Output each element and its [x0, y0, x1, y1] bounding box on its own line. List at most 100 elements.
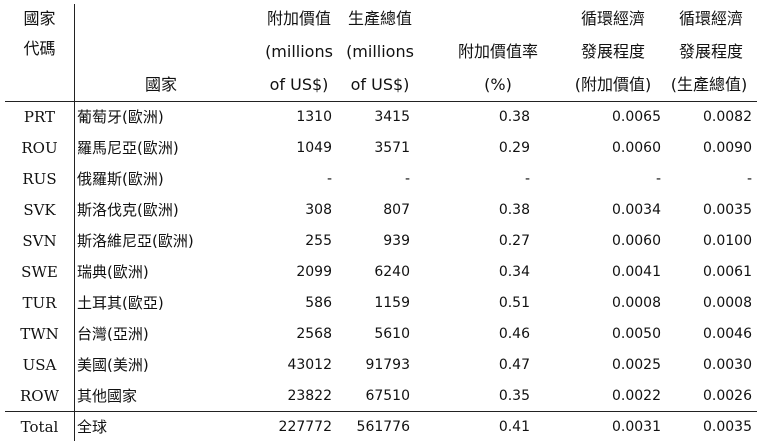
- cell-va: -: [326, 171, 332, 187]
- cell-va: 23822: [287, 388, 332, 404]
- cell-code: TWN: [20, 325, 59, 343]
- header-prod-line3: of US$): [350, 75, 410, 94]
- cell-va: 2568: [296, 326, 332, 342]
- cell-prod: 3571: [374, 140, 410, 156]
- cell-code: RUS: [22, 170, 57, 188]
- cell-prod: 67510: [365, 388, 410, 404]
- cell-ce-va: 0.0060: [612, 233, 661, 249]
- total-rate: 0.41: [498, 419, 530, 435]
- cell-country: 斯洛維尼亞(歐洲): [77, 232, 194, 250]
- cell-va: 586: [305, 295, 332, 311]
- total-row: Total 全球 227772 561776 0.41 0.0031 0.003…: [5, 412, 757, 443]
- header-rate-line2: (%): [484, 75, 512, 94]
- header-rate-line1: 附加價值率: [457, 42, 538, 61]
- header-prod-line1: 生產總值: [347, 9, 412, 28]
- cell-ce-prod: 0.0008: [703, 295, 752, 311]
- table-row: TWN 台灣(亞洲) 2568 5610 0.46 0.0050 0.0046: [5, 319, 757, 350]
- cell-rate: 0.29: [498, 140, 530, 156]
- header-va-line3: of US$): [269, 75, 329, 94]
- cell-code: TUR: [22, 294, 57, 312]
- cell-ce-va: 0.0034: [612, 202, 661, 218]
- header-prod-line2: (millions: [346, 42, 414, 61]
- table-row: SVK 斯洛伐克(歐洲) 308 807 0.38 0.0034 0.0035: [5, 195, 757, 226]
- total-prod: 561776: [356, 419, 410, 435]
- cell-code: ROU: [21, 139, 58, 157]
- cell-rate: 0.38: [498, 109, 530, 125]
- cell-ce-prod: -: [746, 171, 752, 187]
- cell-prod: 5610: [374, 326, 410, 342]
- cell-ce-va: 0.0008: [612, 295, 661, 311]
- cell-prod: 1159: [374, 295, 410, 311]
- cell-ce-va: 0.0065: [612, 109, 661, 125]
- header-rule: [5, 101, 757, 102]
- cell-code: SVK: [23, 201, 56, 219]
- header-code-line2: 代碼: [23, 39, 56, 58]
- total-ce-va: 0.0031: [612, 419, 661, 435]
- cell-rate: 0.38: [498, 202, 530, 218]
- cell-prod: 91793: [365, 357, 410, 373]
- cell-rate: 0.47: [498, 357, 530, 373]
- table-header: 國家 代碼 國家 附加價值 (millions of US$) 生產總值 (mi…: [5, 4, 757, 100]
- cell-rate: 0.35: [498, 388, 530, 404]
- cell-ce-prod: 0.0061: [703, 264, 752, 280]
- table-row: TUR 土耳其(歐亞) 586 1159 0.51 0.0008 0.0008: [5, 288, 757, 319]
- cell-country: 斯洛伐克(歐洲): [77, 201, 179, 219]
- header-ce-va-line1: 循環經濟: [580, 9, 645, 28]
- cell-code: USA: [22, 356, 57, 374]
- cell-code: SVN: [22, 232, 57, 250]
- cell-ce-va: 0.0025: [612, 357, 661, 373]
- cell-ce-prod: 0.0046: [703, 326, 752, 342]
- cell-country: 美國(美洲): [77, 356, 149, 374]
- header-code-line1: 國家: [23, 9, 56, 28]
- cell-ce-prod: 0.0090: [703, 140, 752, 156]
- cell-prod: -: [404, 171, 410, 187]
- data-table: 國家 代碼 國家 附加價值 (millions of US$) 生產總值 (mi…: [5, 4, 757, 441]
- cell-prod: 3415: [374, 109, 410, 125]
- header-va-line1: 附加價值: [266, 9, 331, 28]
- cell-ce-va: 0.0050: [612, 326, 661, 342]
- table-row: PRT 葡萄牙(歐洲) 1310 3415 0.38 0.0065 0.0082: [5, 102, 757, 133]
- cell-code: SWE: [21, 263, 58, 281]
- cell-country: 羅馬尼亞(歐洲): [77, 139, 179, 157]
- table-row: SWE 瑞典(歐洲) 2099 6240 0.34 0.0041 0.0061: [5, 257, 757, 288]
- cell-prod: 6240: [374, 264, 410, 280]
- cell-rate: 0.34: [498, 264, 530, 280]
- cell-ce-va: 0.0022: [612, 388, 661, 404]
- cell-code: ROW: [19, 387, 59, 405]
- table-body: PRT 葡萄牙(歐洲) 1310 3415 0.38 0.0065 0.0082 ROU 羅馬尼…: [5, 102, 757, 412]
- total-rule: [5, 411, 757, 412]
- cell-country: 土耳其(歐亞): [77, 294, 164, 312]
- cell-prod: 939: [383, 233, 410, 249]
- table-row: RUS 俄羅斯(歐洲) - - - - -: [5, 164, 757, 195]
- cell-va: 43012: [287, 357, 332, 373]
- header-va-line2: (millions: [265, 42, 333, 61]
- cell-rate: 0.27: [498, 233, 530, 249]
- table-row: ROU 羅馬尼亞(歐洲) 1049 3571 0.29 0.0060 0.0090: [5, 133, 757, 164]
- header-country: 國家: [145, 75, 178, 94]
- cell-country: 台灣(亞洲): [77, 325, 149, 343]
- cell-rate: 0.51: [498, 295, 530, 311]
- total-code: Total: [20, 418, 59, 436]
- cell-va: 308: [305, 202, 332, 218]
- column-divider: [74, 4, 75, 441]
- cell-rate: 0.46: [498, 326, 530, 342]
- total-va: 227772: [278, 419, 332, 435]
- cell-ce-prod: 0.0100: [703, 233, 752, 249]
- cell-ce-prod: 0.0035: [703, 202, 752, 218]
- cell-country: 葡萄牙(歐洲): [77, 108, 164, 126]
- table-row: USA 美國(美洲) 43012 91793 0.47 0.0025 0.0030: [5, 350, 757, 381]
- cell-ce-va: 0.0060: [612, 140, 661, 156]
- cell-ce-prod: 0.0030: [703, 357, 752, 373]
- header-ce-va-line3: (附加價值): [574, 75, 652, 94]
- cell-country: 俄羅斯(歐洲): [77, 170, 164, 188]
- total-country: 全球: [77, 418, 108, 436]
- cell-rate: -: [524, 171, 530, 187]
- cell-prod: 807: [383, 202, 410, 218]
- header-ce-prod-line1: 循環經濟: [678, 9, 743, 28]
- cell-va: 1310: [296, 109, 332, 125]
- cell-va: 255: [305, 233, 332, 249]
- header-ce-va-line2: 發展程度: [580, 42, 645, 61]
- cell-va: 2099: [296, 264, 332, 280]
- cell-va: 1049: [296, 140, 332, 156]
- cell-country: 其他國家: [77, 387, 138, 405]
